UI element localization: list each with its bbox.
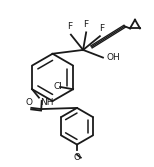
Text: F: F [100, 24, 105, 33]
Text: Cl: Cl [53, 82, 62, 91]
Text: NH: NH [41, 98, 54, 107]
Text: OH: OH [107, 53, 121, 62]
Text: O: O [25, 98, 32, 107]
Text: O: O [73, 153, 81, 162]
Text: F: F [84, 20, 89, 29]
Text: F: F [67, 22, 72, 31]
